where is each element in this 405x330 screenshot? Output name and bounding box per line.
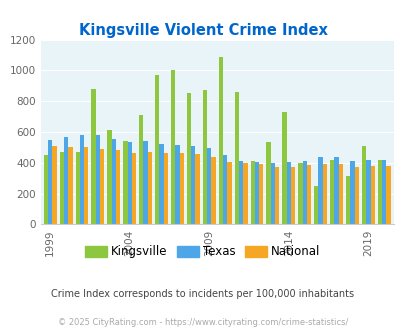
Bar bbox=[111, 139, 116, 224]
Bar bbox=[243, 163, 247, 224]
Bar bbox=[163, 153, 168, 224]
Bar bbox=[274, 167, 279, 224]
Bar bbox=[266, 142, 270, 224]
Bar bbox=[329, 160, 334, 224]
Bar bbox=[75, 152, 80, 224]
Bar bbox=[361, 146, 365, 224]
Bar bbox=[298, 163, 302, 224]
Bar bbox=[60, 152, 64, 224]
Bar bbox=[195, 154, 199, 224]
Bar bbox=[218, 57, 222, 224]
Bar bbox=[171, 70, 175, 224]
Bar bbox=[334, 157, 338, 224]
Text: Kingsville Violent Crime Index: Kingsville Violent Crime Index bbox=[79, 23, 326, 38]
Bar bbox=[68, 148, 72, 224]
Bar bbox=[84, 148, 88, 224]
Bar bbox=[100, 149, 104, 224]
Bar bbox=[377, 160, 381, 224]
Bar bbox=[313, 186, 318, 224]
Bar bbox=[91, 89, 96, 224]
Text: Crime Index corresponds to incidents per 100,000 inhabitants: Crime Index corresponds to incidents per… bbox=[51, 289, 354, 299]
Bar bbox=[179, 153, 183, 224]
Bar bbox=[127, 142, 132, 224]
Bar bbox=[365, 160, 370, 224]
Bar bbox=[211, 157, 215, 224]
Bar bbox=[139, 115, 143, 224]
Bar bbox=[207, 148, 211, 224]
Bar bbox=[64, 137, 68, 224]
Bar bbox=[202, 90, 207, 224]
Bar bbox=[44, 155, 48, 224]
Bar bbox=[147, 152, 152, 224]
Bar bbox=[155, 75, 159, 224]
Bar bbox=[318, 157, 322, 224]
Bar bbox=[322, 164, 326, 224]
Bar bbox=[286, 162, 290, 224]
Bar bbox=[381, 160, 386, 224]
Bar bbox=[191, 146, 195, 224]
Legend: Kingsville, Texas, National: Kingsville, Texas, National bbox=[81, 241, 324, 263]
Bar bbox=[386, 166, 390, 224]
Bar bbox=[143, 141, 147, 224]
Bar bbox=[370, 166, 374, 224]
Bar bbox=[345, 176, 350, 224]
Bar bbox=[290, 167, 294, 224]
Bar bbox=[234, 92, 238, 224]
Bar bbox=[96, 135, 100, 224]
Bar bbox=[281, 112, 286, 224]
Bar bbox=[116, 150, 120, 224]
Bar bbox=[254, 162, 258, 224]
Bar bbox=[338, 164, 342, 224]
Text: © 2025 CityRating.com - https://www.cityrating.com/crime-statistics/: © 2025 CityRating.com - https://www.city… bbox=[58, 318, 347, 327]
Bar bbox=[48, 140, 52, 224]
Bar bbox=[354, 167, 358, 224]
Bar bbox=[132, 153, 136, 224]
Bar bbox=[306, 165, 310, 224]
Bar bbox=[80, 135, 84, 224]
Bar bbox=[123, 141, 127, 224]
Bar bbox=[186, 93, 191, 224]
Bar bbox=[227, 162, 231, 224]
Bar bbox=[302, 161, 306, 224]
Bar bbox=[222, 155, 227, 224]
Bar bbox=[175, 145, 179, 224]
Bar bbox=[350, 161, 354, 224]
Bar bbox=[238, 161, 243, 224]
Bar bbox=[107, 130, 111, 224]
Bar bbox=[258, 164, 263, 224]
Bar bbox=[52, 146, 56, 224]
Bar bbox=[270, 163, 274, 224]
Bar bbox=[250, 161, 254, 224]
Bar bbox=[159, 144, 163, 224]
